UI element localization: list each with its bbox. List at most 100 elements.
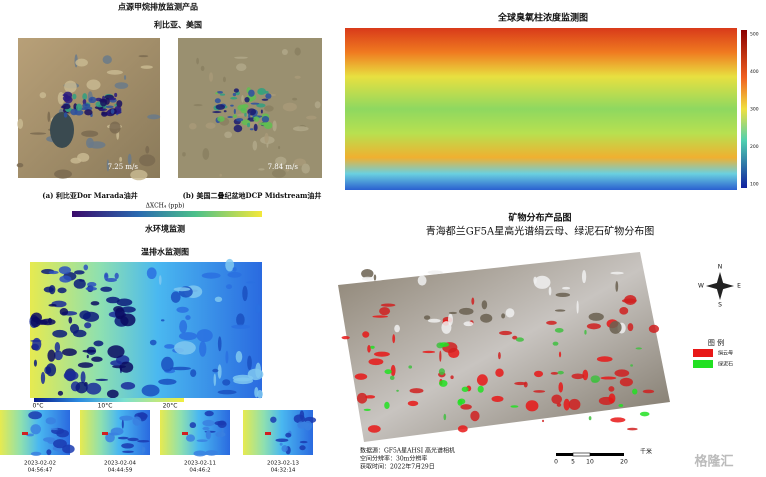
texture xyxy=(30,424,42,435)
texture xyxy=(30,451,42,456)
scale-label: 0 xyxy=(554,459,558,466)
texture xyxy=(495,368,504,377)
texture xyxy=(246,281,255,284)
texture xyxy=(127,153,132,165)
texture xyxy=(84,322,92,329)
texture xyxy=(214,98,221,104)
texture xyxy=(196,329,213,343)
texture xyxy=(240,107,248,114)
texture xyxy=(130,169,148,181)
texture xyxy=(93,340,104,347)
texture xyxy=(596,356,613,362)
methane-subtitle: 利比亚、美国 xyxy=(153,20,202,30)
texture xyxy=(202,148,210,160)
texture xyxy=(609,321,622,334)
texture xyxy=(247,355,252,370)
water-map xyxy=(29,258,264,399)
texture xyxy=(380,303,396,307)
texture xyxy=(215,104,226,110)
texture xyxy=(46,449,52,456)
texture xyxy=(50,427,59,431)
texture xyxy=(29,132,47,135)
ozone-title: 全球臭氧柱浓度监测图 xyxy=(497,12,588,24)
texture xyxy=(86,137,94,149)
texture xyxy=(639,411,650,417)
texture xyxy=(461,386,469,392)
texture xyxy=(100,108,108,111)
texture xyxy=(438,368,445,376)
texture xyxy=(384,401,390,410)
texture xyxy=(514,381,527,386)
texture xyxy=(499,330,512,336)
texture xyxy=(285,432,292,438)
texture xyxy=(122,450,134,453)
texture xyxy=(457,399,463,406)
texture xyxy=(548,286,552,296)
texture xyxy=(294,75,301,79)
texture xyxy=(77,362,94,368)
compass-w: W xyxy=(698,283,704,290)
texture xyxy=(222,379,231,386)
texture xyxy=(84,109,93,116)
section-title: 水环境监测 xyxy=(144,224,185,234)
texture xyxy=(232,267,237,272)
texture xyxy=(223,110,227,113)
colorbar-tick: 100 xyxy=(750,182,759,188)
texture xyxy=(45,417,56,425)
texture xyxy=(107,345,125,359)
texture xyxy=(114,92,118,98)
texture xyxy=(253,123,258,132)
texture xyxy=(588,312,604,321)
texture xyxy=(217,389,237,395)
texture xyxy=(361,276,374,281)
texture xyxy=(232,114,237,118)
hotspot xyxy=(182,432,188,435)
texture xyxy=(193,450,207,457)
texture xyxy=(161,356,174,372)
texture xyxy=(105,105,114,109)
mineral-title: 矿物分布产品图 xyxy=(508,212,571,224)
texture xyxy=(174,341,196,355)
texture xyxy=(234,56,248,59)
colorbar-tick: 10°C xyxy=(98,403,113,410)
texture xyxy=(510,405,519,408)
legend-label: 绢云母 xyxy=(718,350,733,357)
texture xyxy=(169,366,191,371)
texture xyxy=(219,93,226,96)
compass: N S W E xyxy=(698,264,741,309)
texture xyxy=(80,371,86,384)
texture xyxy=(556,402,562,407)
texture xyxy=(33,359,37,367)
texture xyxy=(294,47,301,56)
texture xyxy=(104,272,109,281)
texture xyxy=(299,440,308,444)
texture xyxy=(59,275,72,283)
texture xyxy=(95,378,109,381)
texture xyxy=(158,275,162,286)
texture xyxy=(525,400,539,412)
texture xyxy=(293,414,305,424)
texture xyxy=(249,128,254,131)
texture xyxy=(441,321,452,334)
texture xyxy=(557,370,564,375)
snapshot-time: 04:56:47 xyxy=(28,468,53,474)
texture xyxy=(140,65,153,69)
texture xyxy=(72,93,77,100)
texture xyxy=(232,374,254,382)
texture xyxy=(247,368,264,381)
texture xyxy=(614,369,630,377)
texture xyxy=(149,339,157,346)
texture xyxy=(85,382,102,395)
texture xyxy=(99,98,107,103)
texture xyxy=(438,379,448,387)
texture xyxy=(281,445,288,452)
texture xyxy=(648,324,660,334)
texture xyxy=(422,350,436,354)
texture xyxy=(215,92,219,95)
texture xyxy=(59,308,69,316)
texture xyxy=(417,275,427,286)
texture xyxy=(427,318,441,323)
texture xyxy=(48,303,57,307)
legend-label: 绿泥石 xyxy=(718,361,733,368)
